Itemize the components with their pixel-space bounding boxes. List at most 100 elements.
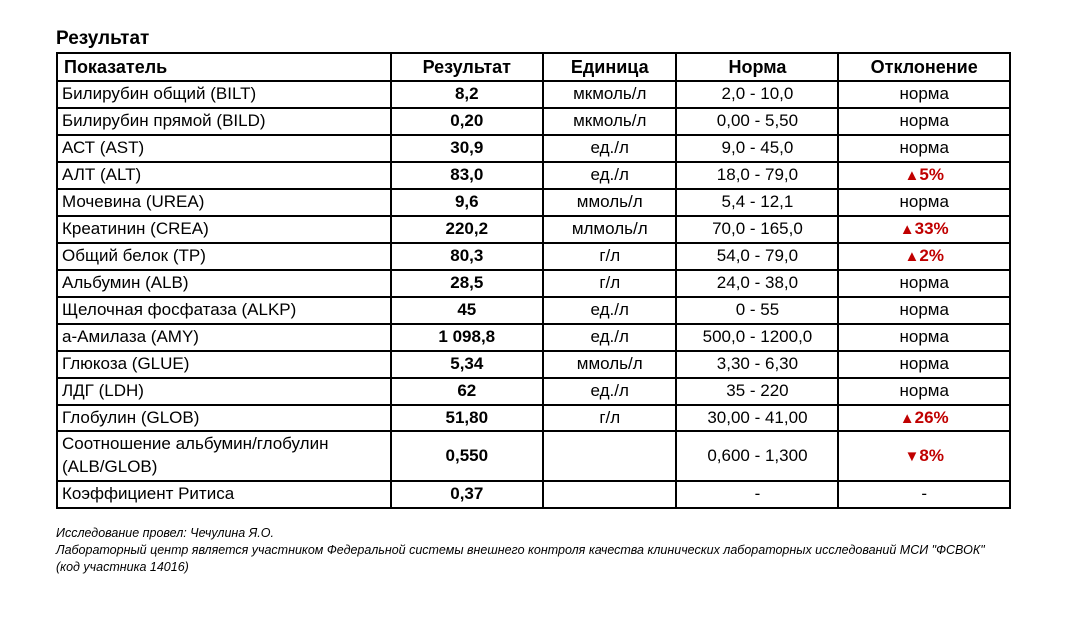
cell-deviation: ▲5%	[838, 162, 1010, 189]
cell-param: АСТ (AST)	[57, 135, 391, 162]
cell-norm: 0 - 55	[676, 297, 838, 324]
cell-result: 220,2	[391, 216, 543, 243]
table-row: Мочевина (UREA)9,6ммоль/л5,4 - 12,1норма	[57, 189, 1010, 216]
table-header-row: Показатель Результат Единица Норма Откло…	[57, 53, 1010, 81]
table-row: ЛДГ (LDH)62ед./л35 - 220норма	[57, 378, 1010, 405]
cell-unit: ед./л	[543, 378, 676, 405]
cell-unit: ммоль/л	[543, 351, 676, 378]
cell-deviation: ▲2%	[838, 243, 1010, 270]
cell-deviation: норма	[838, 324, 1010, 351]
cell-result: 8,2	[391, 81, 543, 108]
cell-norm: 9,0 - 45,0	[676, 135, 838, 162]
cell-norm: 500,0 - 1200,0	[676, 324, 838, 351]
deviation-value: 33%	[915, 219, 949, 238]
deviation-value: 5%	[919, 165, 944, 184]
cell-unit: ед./л	[543, 135, 676, 162]
cell-norm: 24,0 - 38,0	[676, 270, 838, 297]
table-row: Коэффициент Ритиса0,37 --	[57, 481, 1010, 508]
table-row: Альбумин (ALB)28,5г/л24,0 - 38,0норма	[57, 270, 1010, 297]
cell-deviation: норма	[838, 135, 1010, 162]
col-header-unit: Единица	[543, 53, 676, 81]
table-row: АСТ (AST)30,9ед./л9,0 - 45,0норма	[57, 135, 1010, 162]
cell-norm: 54,0 - 79,0	[676, 243, 838, 270]
cell-param: Щелочная фосфатаза (ALKP)	[57, 297, 391, 324]
cell-deviation: -	[838, 481, 1010, 508]
table-row: Билирубин общий (BILT)8,2мкмоль/л2,0 - 1…	[57, 81, 1010, 108]
cell-deviation: норма	[838, 108, 1010, 135]
cell-result: 0,37	[391, 481, 543, 508]
cell-result: 28,5	[391, 270, 543, 297]
cell-unit: ед./л	[543, 297, 676, 324]
cell-norm: 70,0 - 165,0	[676, 216, 838, 243]
footer-researcher: Исследование провел: Чечулина Я.О.	[56, 525, 1011, 542]
cell-param: а-Амилаза (AMY)	[57, 324, 391, 351]
cell-deviation: норма	[838, 189, 1010, 216]
cell-result: 1 098,8	[391, 324, 543, 351]
cell-result: 51,80	[391, 405, 543, 432]
cell-norm: 35 - 220	[676, 378, 838, 405]
cell-unit: млмоль/л	[543, 216, 676, 243]
cell-param: Альбумин (ALB)	[57, 270, 391, 297]
cell-norm: -	[676, 481, 838, 508]
arrow-up-icon: ▲	[900, 220, 915, 240]
deviation-value: 8%	[919, 446, 944, 465]
cell-deviation: норма	[838, 378, 1010, 405]
col-header-result: Результат	[391, 53, 543, 81]
cell-deviation: ▼8%	[838, 431, 1010, 481]
arrow-up-icon: ▲	[900, 409, 915, 429]
cell-norm: 0,600 - 1,300	[676, 431, 838, 481]
cell-unit	[543, 481, 676, 508]
cell-unit: мкмоль/л	[543, 81, 676, 108]
table-row: Общий белок (TP)80,3г/л54,0 - 79,0▲2%	[57, 243, 1010, 270]
cell-result: 83,0	[391, 162, 543, 189]
cell-param: Глюкоза (GLUE)	[57, 351, 391, 378]
cell-param: Билирубин прямой (BILD)	[57, 108, 391, 135]
cell-result: 0,550	[391, 431, 543, 481]
cell-deviation: ▲33%	[838, 216, 1010, 243]
cell-param: Глобулин (GLOB)	[57, 405, 391, 432]
arrow-down-icon: ▼	[905, 447, 920, 467]
cell-unit: ед./л	[543, 162, 676, 189]
deviation-value: 2%	[919, 246, 944, 265]
table-row: Билирубин прямой (BILD)0,20мкмоль/л0,00 …	[57, 108, 1010, 135]
col-header-deviation: Отклонение	[838, 53, 1010, 81]
cell-unit: ед./л	[543, 324, 676, 351]
arrow-up-icon: ▲	[905, 247, 920, 267]
cell-unit: г/л	[543, 243, 676, 270]
cell-norm: 30,00 - 41,00	[676, 405, 838, 432]
cell-param: Соотношение альбумин/глобулин (ALB/GLOB)	[57, 431, 391, 481]
cell-norm: 18,0 - 79,0	[676, 162, 838, 189]
cell-param: АЛТ (ALT)	[57, 162, 391, 189]
cell-unit: ммоль/л	[543, 189, 676, 216]
cell-param: Мочевина (UREA)	[57, 189, 391, 216]
cell-result: 0,20	[391, 108, 543, 135]
table-row: АЛТ (ALT)83,0ед./л18,0 - 79,0▲5%	[57, 162, 1010, 189]
cell-result: 5,34	[391, 351, 543, 378]
cell-result: 45	[391, 297, 543, 324]
cell-deviation: норма	[838, 351, 1010, 378]
cell-unit: г/л	[543, 270, 676, 297]
cell-unit: г/л	[543, 405, 676, 432]
cell-deviation: норма	[838, 270, 1010, 297]
cell-unit	[543, 431, 676, 481]
cell-norm: 0,00 - 5,50	[676, 108, 838, 135]
cell-result: 62	[391, 378, 543, 405]
cell-deviation: ▲26%	[838, 405, 1010, 432]
cell-result: 30,9	[391, 135, 543, 162]
table-row: Глобулин (GLOB)51,80г/л30,00 - 41,00▲26%	[57, 405, 1010, 432]
report-footer: Исследование провел: Чечулина Я.О. Лабор…	[56, 525, 1011, 576]
footer-lab-info: Лабораторный центр является участником Ф…	[56, 542, 1011, 576]
cell-deviation: норма	[838, 297, 1010, 324]
cell-norm: 3,30 - 6,30	[676, 351, 838, 378]
table-row: Креатинин (CREA)220,2млмоль/л70,0 - 165,…	[57, 216, 1010, 243]
report-title: Результат	[56, 28, 1011, 50]
deviation-value: 26%	[915, 408, 949, 427]
cell-param: Билирубин общий (BILT)	[57, 81, 391, 108]
cell-param: Коэффициент Ритиса	[57, 481, 391, 508]
cell-param: Общий белок (TP)	[57, 243, 391, 270]
cell-norm: 2,0 - 10,0	[676, 81, 838, 108]
cell-unit: мкмоль/л	[543, 108, 676, 135]
cell-result: 80,3	[391, 243, 543, 270]
col-header-param: Показатель	[57, 53, 391, 81]
col-header-norm: Норма	[676, 53, 838, 81]
